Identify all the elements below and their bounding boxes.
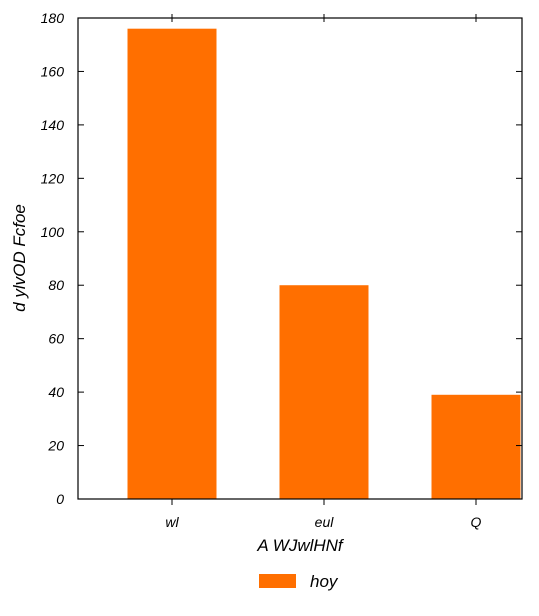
y-tick-label: 60	[48, 331, 64, 347]
y-tick-label: 40	[48, 384, 64, 400]
legend: hoy	[259, 572, 339, 591]
y-tick-label: 160	[41, 63, 65, 79]
y-axis-title: d ylvOD Fcfoe	[10, 204, 29, 312]
plot-frame	[77, 17, 523, 500]
y-axis: 0 20 40 60 80 100 120 140 160 180	[41, 10, 522, 507]
y-tick-label: 120	[41, 170, 65, 186]
y-tick-label: 140	[41, 117, 65, 133]
y-tick-label: 80	[48, 277, 64, 293]
x-axis-title: A WJwlHNf	[256, 536, 345, 555]
legend-label-hoy: hoy	[310, 572, 339, 591]
bar-eul	[279, 285, 369, 499]
bar-Q	[431, 394, 521, 499]
x-tick-label: wl	[165, 514, 179, 530]
bars-layer	[127, 28, 521, 499]
y-tick-label: 0	[56, 491, 64, 507]
bar-wl	[127, 28, 217, 499]
x-tick-label: Q	[471, 514, 482, 530]
x-tick-label: eul	[315, 514, 335, 530]
y-tick-label: 180	[41, 10, 65, 26]
legend-swatch-hoy	[259, 574, 296, 588]
y-tick-label: 20	[47, 438, 64, 454]
x-axis: wl eul Q	[165, 14, 482, 530]
y-tick-label: 100	[41, 224, 65, 240]
